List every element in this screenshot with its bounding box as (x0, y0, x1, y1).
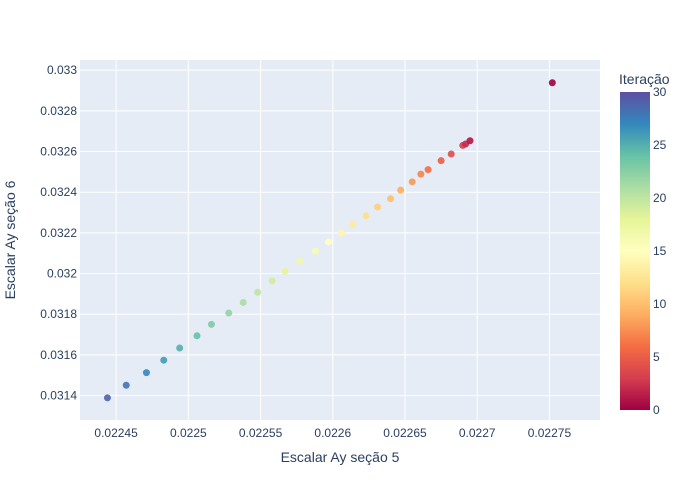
data-point (122, 381, 130, 389)
data-point (311, 247, 319, 255)
data-point (239, 298, 247, 306)
x-tick-label: 0.0227 (459, 426, 496, 440)
colorbar-tick-label: 25 (653, 138, 667, 152)
y-tick-label: 0.0326 (40, 145, 77, 159)
grid-lines (80, 60, 600, 420)
data-point (193, 332, 201, 340)
x-tick-labels: 0.02245 0.0225 0.02255 0.0226 0.02265 0.0227 0… (94, 426, 571, 440)
colorbar-title: Iteração (619, 71, 670, 87)
y-axis-title: Escalar Ay seção 6 (2, 180, 18, 299)
data-point (349, 220, 357, 228)
data-point (437, 157, 445, 165)
data-point (362, 212, 370, 220)
data-point (548, 79, 556, 87)
data-point (324, 238, 332, 246)
y-tick-label: 0.0318 (40, 307, 77, 321)
data-point (417, 170, 425, 178)
data-point (254, 288, 262, 296)
x-tick-label: 0.0225 (170, 426, 207, 440)
data-point (397, 186, 405, 194)
data-point (225, 309, 233, 317)
y-tick-label: 0.0314 (40, 389, 77, 403)
data-points (103, 79, 556, 402)
colorbar-tick-label: 0 (653, 403, 660, 417)
x-axis-title: Escalar Ay seção 5 (281, 449, 400, 465)
data-point (408, 178, 416, 186)
y-tick-label: 0.0328 (40, 104, 77, 118)
data-point (176, 344, 184, 352)
y-tick-labels: 0.0314 0.0316 0.0318 0.032 0.0322 0.0324 0.032… (40, 63, 77, 402)
colorbar-tick-label: 20 (653, 191, 667, 205)
y-tick-label: 0.033 (47, 63, 77, 77)
x-tick-label: 0.02275 (528, 426, 572, 440)
data-point (160, 356, 168, 364)
data-point (142, 369, 150, 377)
plot-background (80, 60, 600, 420)
data-point (424, 166, 432, 174)
data-point (207, 320, 215, 328)
colorbar-tick-label: 5 (653, 350, 660, 364)
data-point (296, 257, 304, 265)
data-point (374, 203, 382, 211)
colorbar-tick-label: 10 (653, 297, 667, 311)
colorbar-tick-labels: 0 5 10 15 20 25 30 (653, 85, 667, 417)
y-tick-label: 0.0324 (40, 185, 77, 199)
y-tick-label: 0.0316 (40, 348, 77, 362)
data-point (103, 394, 111, 402)
data-point (387, 195, 395, 203)
x-tick-label: 0.0226 (314, 426, 351, 440)
x-tick-label: 0.02245 (94, 426, 138, 440)
colorbar-tick-label: 15 (653, 244, 667, 258)
x-tick-label: 0.02255 (239, 426, 283, 440)
y-tick-label: 0.0322 (40, 226, 77, 240)
data-point (466, 137, 474, 145)
data-point (281, 267, 289, 275)
data-point (337, 229, 345, 237)
colorbar-gradient (620, 92, 650, 410)
colorbar-tick-label: 30 (653, 85, 667, 99)
x-tick-label: 0.02265 (383, 426, 427, 440)
data-point (268, 277, 276, 285)
data-point (447, 150, 455, 158)
y-tick-label: 0.032 (47, 267, 77, 281)
colorbar: Iteração 0 5 10 15 20 25 30 (619, 71, 670, 417)
